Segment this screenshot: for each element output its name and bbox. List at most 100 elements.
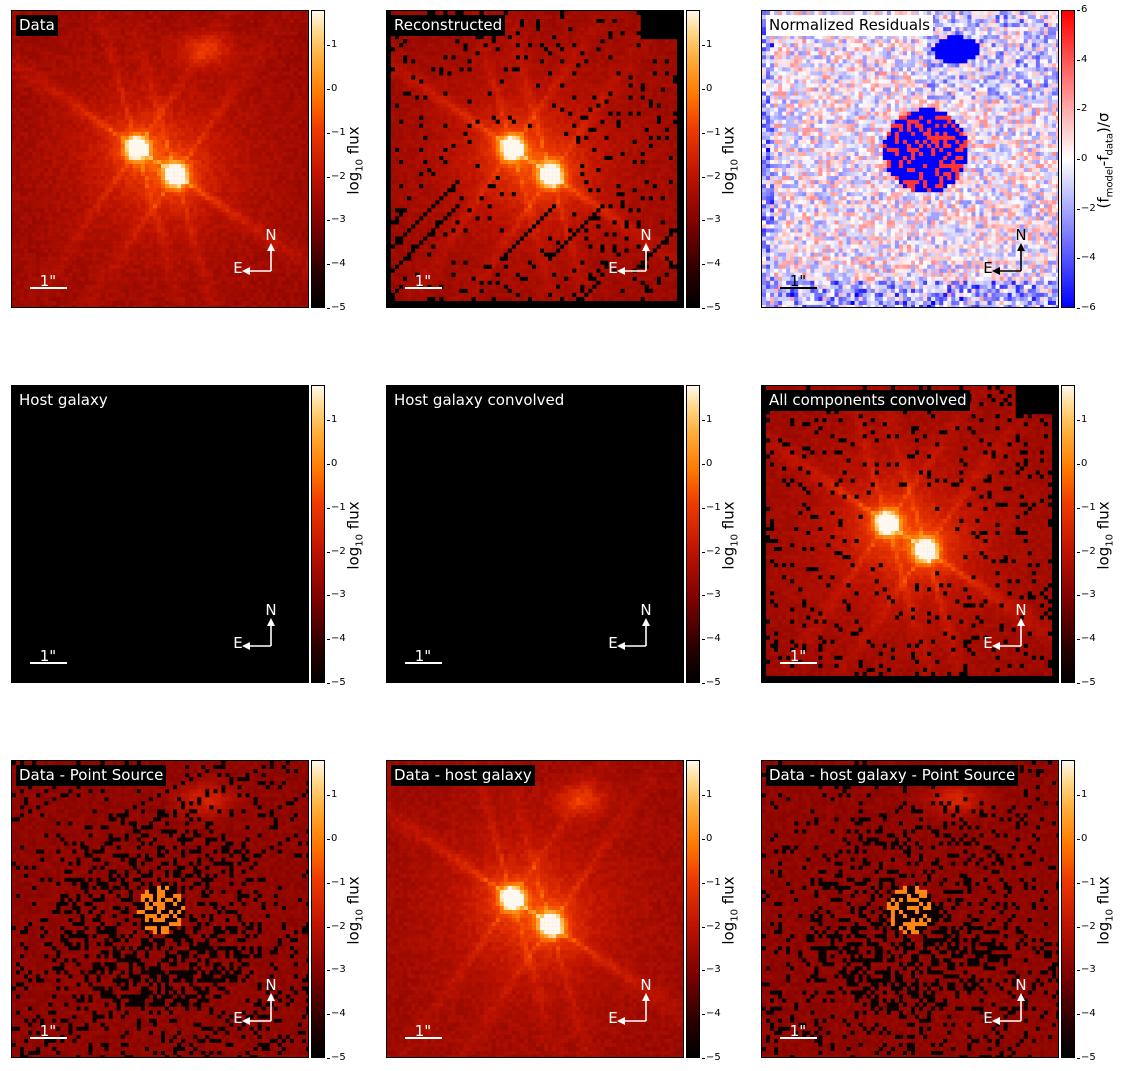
colorbar-label: log10 flux: [345, 762, 366, 1060]
east-arrowhead-icon: [617, 642, 625, 650]
colorbar-tick-label: −3: [327, 215, 346, 225]
north-arrowhead-icon: [642, 618, 650, 626]
scale-bar-label: 1": [40, 647, 56, 665]
north-arrowhead-icon: [267, 618, 275, 626]
colorbar-tick-label: −1: [1077, 877, 1096, 888]
overlay: 1" N E: [30, 601, 277, 665]
colorbar-tick-label: −2: [702, 171, 721, 182]
north-label: N: [265, 226, 276, 244]
colorbar-tick-label: −5: [327, 1053, 346, 1063]
overlay: 1" N E: [405, 976, 652, 1040]
colorbar-tick-label: 1: [326, 415, 337, 425]
colorbar-tick-label: −4: [1077, 253, 1096, 263]
colorbar-tick-label: 0: [1076, 154, 1087, 164]
colorbar-tick-label: −4: [327, 1009, 346, 1019]
panel-data-minus-host-minus-point-source: 1" N E Data - host galaxy - Point Source: [761, 760, 1059, 1058]
heatmap-image: 1" N E: [12, 761, 308, 1057]
colorbar-tick-label: 1: [701, 40, 712, 50]
colorbar-tick-label: −4: [327, 259, 346, 269]
east-arrowhead-icon: [242, 1017, 250, 1025]
north-label: N: [265, 601, 276, 619]
colorbar-tick-label: −1: [327, 877, 346, 888]
colorbar-tick-label: −2: [1077, 203, 1096, 214]
scale-bar-label: 1": [40, 1022, 56, 1040]
east-label: E: [233, 1009, 242, 1027]
colorbar-tick-label: −3: [1077, 965, 1096, 975]
panel-host-galaxy-convolved: 1" N E Host galaxy convolved: [386, 385, 684, 683]
north-label: N: [640, 976, 651, 994]
colorbar: [311, 760, 325, 1058]
overlay: 1" N E: [780, 976, 1027, 1040]
colorbar-label: log10 flux: [720, 762, 741, 1060]
north-label: N: [640, 226, 651, 244]
panel-data-minus-host-galaxy: 1" N E Data - host galaxy: [386, 760, 684, 1058]
colorbar-tick-label: 0: [701, 83, 712, 94]
heatmap-image: 1" N E: [387, 11, 683, 307]
colorbar-tick-label: −5: [327, 678, 346, 688]
colorbar-tick-label: −4: [1077, 634, 1096, 644]
scale-bar-label: 1": [415, 1022, 431, 1040]
colorbar: [1061, 760, 1075, 1058]
colorbar-tick-label: −2: [702, 921, 721, 932]
overlay: 1" N E: [405, 226, 652, 290]
heatmap-image: 1" N E: [12, 386, 308, 682]
east-label: E: [983, 1009, 992, 1027]
heatmap-image: 1" N E: [387, 761, 683, 1057]
panel-normalized-residuals: 1" N E Normalized Residuals: [761, 10, 1059, 308]
overlay: 1" N E: [30, 226, 277, 290]
colorbar-tick-label: 1: [326, 40, 337, 50]
north-arrowhead-icon: [267, 993, 275, 1001]
north-label: N: [265, 976, 276, 994]
east-arrowhead-icon: [617, 267, 625, 275]
overlay: 1" N E: [780, 601, 1027, 665]
colorbar-tick-label: −3: [1077, 590, 1096, 600]
colorbar-tick-label: −4: [702, 634, 721, 644]
overlay: 1" N E: [405, 601, 652, 665]
heatmap-image: 1" N E: [762, 386, 1058, 682]
panel-title: Data - host galaxy - Point Source: [766, 765, 1019, 786]
scale-bar-label: 1": [40, 272, 56, 290]
panel-reconstructed: 1" N E Reconstructed: [386, 10, 684, 308]
east-label: E: [608, 259, 617, 277]
colorbar-tick-label: −2: [1077, 921, 1096, 932]
colorbar-tick-label: 0: [1076, 833, 1087, 844]
north-arrowhead-icon: [1017, 618, 1025, 626]
panel-title: Reconstructed: [391, 15, 506, 36]
north-label: N: [1015, 601, 1026, 619]
colorbar-tick-label: −1: [702, 127, 721, 138]
colorbar-tick-label: −3: [327, 965, 346, 975]
colorbar-label: log10 flux: [1095, 387, 1116, 685]
colorbar-tick-label: −1: [702, 502, 721, 513]
colorbar-label: (fmodel-fdata)/σ: [1095, 12, 1116, 310]
image-background: [387, 386, 683, 682]
heatmap-image: 1" N E: [387, 386, 683, 682]
north-arrowhead-icon: [267, 243, 275, 251]
east-label: E: [983, 259, 992, 277]
colorbar: [686, 385, 700, 683]
north-arrowhead-icon: [1017, 993, 1025, 1001]
colorbar-tick-label: 0: [701, 833, 712, 844]
colorbar-tick-label: −4: [1077, 1009, 1096, 1019]
heatmap-image: 1" N E: [762, 11, 1058, 307]
colorbar-tick-label: 6: [1076, 5, 1087, 15]
panel-all-components-convolved: 1" N E All components convolved: [761, 385, 1059, 683]
colorbar: [1061, 385, 1075, 683]
colorbar-tick-label: −5: [327, 303, 346, 313]
panel-title: Data - Point Source: [16, 765, 167, 786]
colorbar-tick-label: −5: [1077, 678, 1096, 688]
scale-bar-label: 1": [790, 272, 806, 290]
colorbar-tick-label: 1: [701, 790, 712, 800]
colorbar-tick-label: −3: [702, 215, 721, 225]
colorbar-tick-label: −3: [327, 590, 346, 600]
colorbar-tick-label: −6: [1077, 303, 1096, 313]
north-arrowhead-icon: [642, 243, 650, 251]
colorbar: [686, 10, 700, 308]
heatmap-image: 1" N E: [12, 11, 308, 307]
colorbar-tick-label: −5: [702, 678, 721, 688]
colorbar-tick-label: −4: [327, 634, 346, 644]
colorbar-tick-label: −5: [702, 1053, 721, 1063]
image-background: [12, 386, 308, 682]
colorbar-tick-label: 1: [701, 415, 712, 425]
colorbar-tick-label: −4: [702, 1009, 721, 1019]
east-arrowhead-icon: [992, 267, 1000, 275]
